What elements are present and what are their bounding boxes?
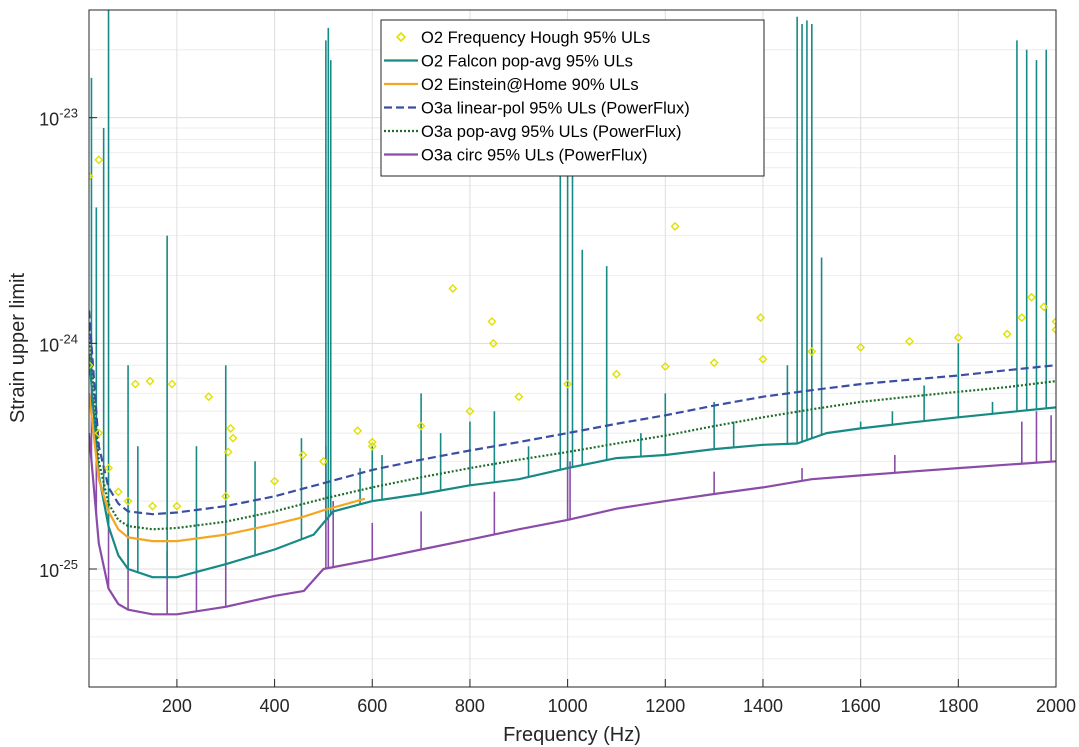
series-line <box>89 310 1056 516</box>
series-layer <box>89 10 1056 616</box>
data-point <box>807 347 817 356</box>
legend-label: O3a pop-avg 95% ULs (PowerFlux) <box>421 123 681 141</box>
data-point <box>145 376 155 386</box>
data-point <box>563 379 573 389</box>
data-point <box>123 496 133 506</box>
data-point <box>318 456 328 466</box>
y-tick-label: 10-25 <box>39 557 78 581</box>
data-point <box>709 358 719 368</box>
data-point <box>487 316 497 326</box>
data-point <box>514 392 524 402</box>
x-tick-label: 1400 <box>743 696 783 716</box>
data-point <box>204 392 214 402</box>
legend-marker <box>395 31 407 43</box>
x-tick-label: 1200 <box>645 696 685 716</box>
data-point <box>130 379 140 389</box>
series-line <box>89 433 1056 616</box>
data-point <box>367 437 377 447</box>
x-tick-label: 800 <box>455 696 485 716</box>
series-o3a-linear-pol-95-uls-powerflux <box>89 310 1056 516</box>
data-point <box>1002 329 1012 339</box>
data-point <box>758 354 768 364</box>
data-point <box>1039 302 1049 312</box>
y-tick-label: 10-24 <box>39 331 78 355</box>
legend-item-o2-einstein-home-90-uls: O2 Einstein@Home 90% ULs <box>384 76 639 94</box>
data-point <box>756 313 766 323</box>
legend-item-o2-falcon-pop-avg-95-uls: O2 Falcon pop-avg 95% ULs <box>384 53 633 71</box>
data-point <box>104 463 114 473</box>
data-point <box>167 379 177 389</box>
data-point <box>1027 292 1037 302</box>
data-point <box>228 433 238 443</box>
x-tick-label: 1000 <box>548 696 588 716</box>
data-point <box>113 487 123 497</box>
x-tick-label: 1800 <box>938 696 978 716</box>
data-point <box>660 361 670 371</box>
legend: O2 Frequency Hough 95% ULs O2 Falcon pop-… <box>380 19 765 177</box>
data-point <box>270 476 280 486</box>
y-tick-label: 10-23 <box>39 106 78 130</box>
data-point <box>670 221 680 231</box>
x-tick-label: 200 <box>162 696 192 716</box>
x-axis: 200 400 600 800 1000 1200 1400 1600 1800 2000 <box>162 679 1076 716</box>
data-point <box>465 406 475 416</box>
legend-label: O2 Frequency Hough 95% ULs <box>421 29 650 47</box>
data-point <box>89 171 94 181</box>
series-line <box>89 393 366 543</box>
legend-item-o3a-linear-pol-95-uls-powerflux: O3a linear-pol 95% ULs (PowerFlux) <box>384 100 690 118</box>
legend-item-o3a-pop-avg-95-uls-powerflux: O3a pop-avg 95% ULs (PowerFlux) <box>384 123 681 141</box>
data-point <box>904 336 914 346</box>
data-point <box>611 369 621 379</box>
data-point <box>172 501 182 511</box>
data-point <box>94 428 104 438</box>
data-point <box>856 342 866 352</box>
data-point <box>353 426 363 436</box>
legend-label: O3a linear-pol 95% ULs (PowerFlux) <box>421 100 690 118</box>
data-point <box>953 333 963 343</box>
legend-label: O2 Falcon pop-avg 95% ULs <box>421 53 633 71</box>
data-point <box>221 491 231 501</box>
legend-box <box>380 19 765 177</box>
x-tick-label: 600 <box>357 696 387 716</box>
data-point <box>94 155 104 165</box>
x-tick-label: 400 <box>260 696 290 716</box>
series-o2-falcon-pop-avg-95-uls <box>89 10 1056 579</box>
legend-label: O2 Einstein@Home 90% ULs <box>421 76 639 94</box>
data-point <box>147 501 157 511</box>
plot-frame <box>88 9 1057 688</box>
data-point <box>367 441 377 451</box>
data-point <box>488 338 498 348</box>
data-point <box>1051 325 1056 335</box>
x-tick-label: 1600 <box>841 696 881 716</box>
legend-item-o2-frequency-hough-95-uls: O2 Frequency Hough 95% ULs <box>395 29 650 47</box>
legend-item-o3a-circ-95-uls-powerflux: O3a circ 95% ULs (PowerFlux) <box>384 147 647 165</box>
series-o2-einstein-home-90-uls <box>89 393 366 543</box>
data-point <box>1051 316 1056 326</box>
data-point <box>226 423 236 433</box>
data-point <box>298 450 308 460</box>
data-point <box>416 421 426 431</box>
data-point <box>1017 313 1027 323</box>
data-point <box>89 360 94 370</box>
series-line <box>89 353 1056 579</box>
data-point <box>223 447 233 457</box>
data-point <box>448 284 458 293</box>
series-o2-frequency-hough-95-uls <box>89 155 1056 511</box>
y-axis-label: Strain upper limit <box>7 273 29 424</box>
y-axis: 10-25 10-24 10-23 <box>39 106 97 581</box>
legend-label: O3a circ 95% ULs (PowerFlux) <box>421 147 647 165</box>
x-tick-label: 2000 <box>1036 696 1076 716</box>
x-axis-label: Frequency (Hz) <box>503 724 641 746</box>
